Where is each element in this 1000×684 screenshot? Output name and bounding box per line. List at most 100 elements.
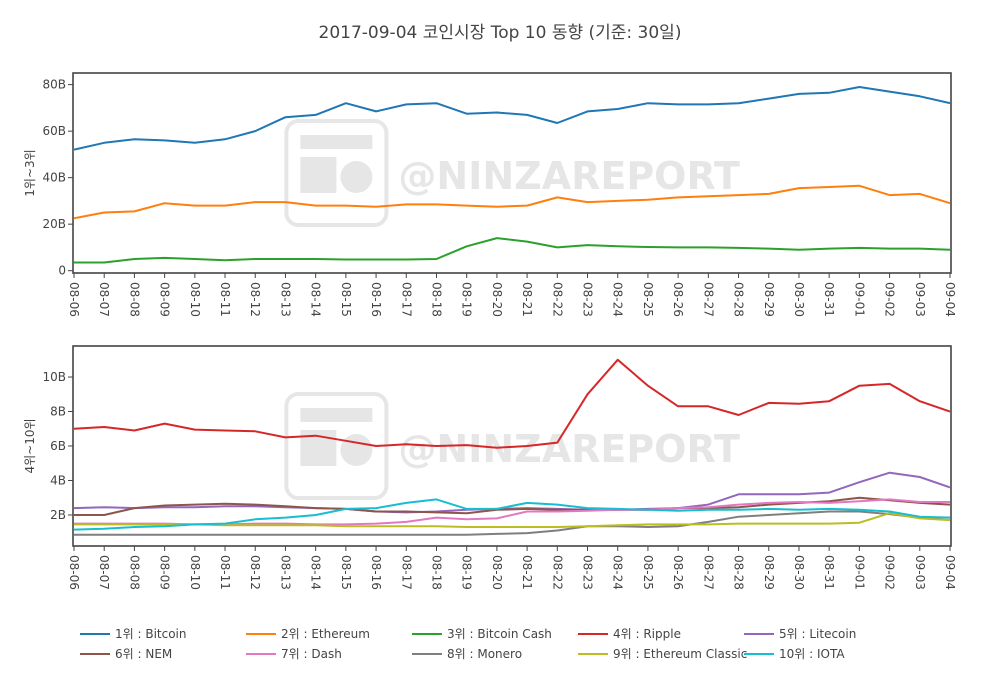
x-tick-label: 08-11 <box>218 555 232 590</box>
watermark-logo: @NINZAREPORT <box>284 119 740 227</box>
x-tick-label: 08-20 <box>490 282 504 317</box>
series-line-1-bitcoin <box>74 86 950 151</box>
legend-label: 4위 : Ripple <box>613 627 681 641</box>
x-tick-label: 08-29 <box>762 282 776 317</box>
x-tick-label: 08-28 <box>732 555 746 590</box>
watermark-frame <box>284 119 389 227</box>
watermark-block <box>300 157 337 193</box>
x-tick-label: 08-23 <box>581 282 595 317</box>
x-tick-label: 09-04 <box>943 555 957 590</box>
x-tick-label: 08-25 <box>641 555 655 590</box>
legend-item[interactable]: 4위 : Ripple <box>578 627 681 641</box>
x-tick-label: 08-06 <box>67 555 81 590</box>
x-tick-label: 08-09 <box>158 555 172 590</box>
x-tick-label: 08-31 <box>822 555 836 590</box>
watermark-bar <box>300 135 373 149</box>
x-tick-label: 08-18 <box>429 555 443 590</box>
legend-item[interactable]: 1위 : Bitcoin <box>80 627 187 641</box>
x-tick-label: 08-19 <box>460 555 474 590</box>
x-tick-label: 08-24 <box>611 282 625 317</box>
watermark-bar <box>300 408 373 422</box>
legend-label: 10위 : IOTA <box>779 647 845 661</box>
x-tick-label: 08-19 <box>460 282 474 317</box>
y-tick-label: 40B <box>42 171 66 185</box>
legend-item[interactable]: 8위 : Monero <box>412 647 522 661</box>
chart-title: 2017-09-04 코인시장 Top 10 동향 (기준: 30일) <box>319 23 682 43</box>
legend-item[interactable]: 7위 : Dash <box>246 647 342 661</box>
x-tick-label: 08-09 <box>158 282 172 317</box>
series-layer <box>74 86 950 264</box>
legend-item[interactable]: 9위 : Ethereum Classic <box>578 647 747 661</box>
watermark-pie <box>340 161 373 193</box>
legend-item[interactable]: 6위 : NEM <box>80 647 172 661</box>
y-axis-label: 1위~3위 <box>23 149 37 196</box>
x-tick-label: 08-16 <box>369 282 383 317</box>
y-tick-label: 0 <box>58 264 66 278</box>
legend-label: 2위 : Ethereum <box>281 627 370 641</box>
x-tick-label: 08-07 <box>97 282 111 317</box>
series-line-8-monero <box>74 510 950 536</box>
x-tick-label: 09-01 <box>852 282 866 317</box>
x-tick-label: 08-12 <box>248 555 262 590</box>
x-tick-label: 09-03 <box>913 282 927 317</box>
legend-label: 3위 : Bitcoin Cash <box>447 627 552 641</box>
x-tick-label: 08-08 <box>127 555 141 590</box>
watermark-text: @NINZAREPORT <box>398 427 740 471</box>
y-tick-label: 4B <box>50 473 66 487</box>
x-tick-label: 08-26 <box>671 282 685 317</box>
legend-label: 1위 : Bitcoin <box>115 627 187 641</box>
y-tick-label: 20B <box>42 217 66 231</box>
x-tick-label: 08-12 <box>248 282 262 317</box>
x-tick-label: 08-24 <box>611 555 625 590</box>
x-tick-label: 08-22 <box>550 282 564 317</box>
legend-label: 7위 : Dash <box>281 647 342 661</box>
x-tick-label: 08-16 <box>369 555 383 590</box>
x-tick-label: 08-10 <box>188 282 202 317</box>
x-tick-label: 08-13 <box>278 282 292 317</box>
x-tick-label: 08-17 <box>399 555 413 590</box>
x-tick-label: 09-04 <box>943 282 957 317</box>
y-tick-label: 6B <box>50 439 66 453</box>
series-layer <box>74 358 950 536</box>
x-tick-label: 08-08 <box>127 282 141 317</box>
x-tick-label: 08-26 <box>671 555 685 590</box>
y-tick-label: 60B <box>42 124 66 138</box>
x-tick-label: 08-27 <box>701 282 715 317</box>
x-tick-label: 08-29 <box>762 555 776 590</box>
legend-label: 8위 : Monero <box>447 647 522 661</box>
x-tick-label: 08-20 <box>490 555 504 590</box>
x-tick-label: 09-02 <box>883 282 897 317</box>
x-tick-label: 08-06 <box>67 282 81 317</box>
x-tick-label: 08-17 <box>399 282 413 317</box>
y-tick-label: 10B <box>42 370 66 384</box>
x-tick-label: 08-11 <box>218 282 232 317</box>
x-tick-label: 08-13 <box>278 555 292 590</box>
y-tick-label: 2B <box>50 508 66 522</box>
y-tick-label: 80B <box>42 78 66 92</box>
x-tick-label: 08-07 <box>97 555 111 590</box>
x-tick-label: 08-22 <box>550 555 564 590</box>
x-tick-label: 08-23 <box>581 555 595 590</box>
legend[interactable]: 1위 : Bitcoin 2위 : Ethereum 3위 : Bitcoin Ca… <box>80 627 856 661</box>
x-tick-label: 08-30 <box>792 282 806 317</box>
x-tick-label: 09-01 <box>852 555 866 590</box>
x-tick-label: 08-10 <box>188 555 202 590</box>
legend-item[interactable]: 3위 : Bitcoin Cash <box>412 627 552 641</box>
watermark-pie <box>340 434 373 466</box>
x-tick-label: 08-25 <box>641 282 655 317</box>
panel-2: @NINZAREPORT 2B 4B 6B 8B 10B 4위~10위 08-06 08-07 0… <box>23 345 957 590</box>
series-line-2-ethereum <box>74 184 950 220</box>
series-line-3-bitcoin-cash <box>74 237 950 264</box>
legend-item[interactable]: 5위 : Litecoin <box>744 627 856 641</box>
x-tick-label: 08-14 <box>309 555 323 590</box>
x-tick-label: 08-21 <box>520 282 534 317</box>
x-tick-label: 09-03 <box>913 555 927 590</box>
series-line-9-ethereum-classic <box>74 512 950 528</box>
legend-label: 6위 : NEM <box>115 647 172 661</box>
x-tick-label: 08-30 <box>792 555 806 590</box>
legend-item[interactable]: 10위 : IOTA <box>744 647 845 661</box>
legend-item[interactable]: 2위 : Ethereum <box>246 627 370 641</box>
x-tick-label: 08-18 <box>429 282 443 317</box>
